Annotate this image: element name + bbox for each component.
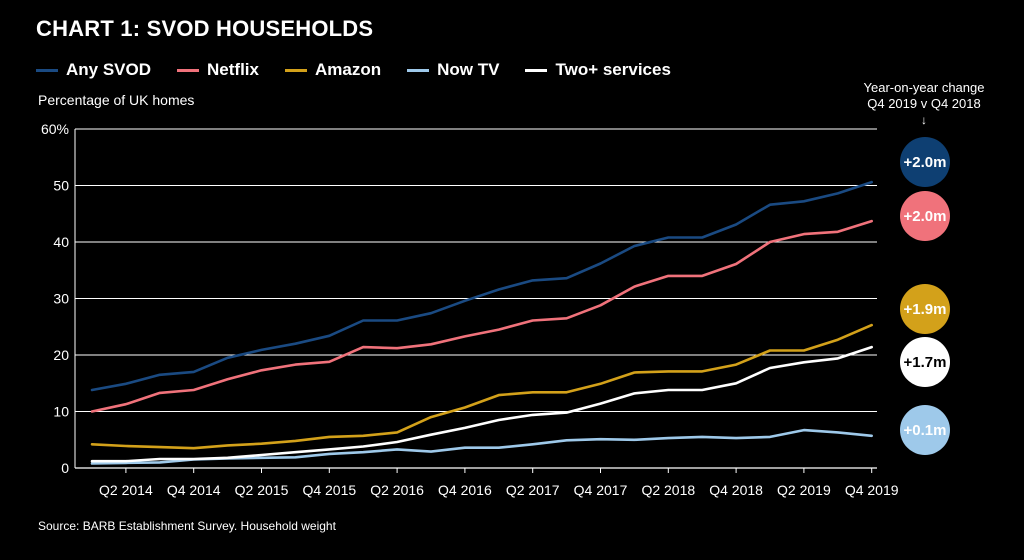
x-tick-label: Q2 2019 — [777, 482, 831, 498]
x-tick-label: Q4 2016 — [438, 482, 492, 498]
x-tick-label: Q4 2014 — [167, 482, 221, 498]
yoy-bubble: +2.0m — [900, 137, 950, 187]
yoy-bubble: +1.7m — [900, 337, 950, 387]
legend-label: Two+ services — [555, 60, 671, 79]
legend-swatch — [525, 68, 548, 72]
yoy-bubble: +0.1m — [900, 405, 950, 455]
legend-item: Two+ services — [525, 60, 671, 80]
legend-item: Now TV — [407, 60, 499, 80]
series-line-any-svod — [90, 180, 874, 392]
x-tick-label: Q2 2018 — [641, 482, 695, 498]
series-line-two-services — [90, 345, 874, 463]
yoy-bubble: +2.0m — [900, 191, 950, 241]
x-tick-label: Q2 2015 — [235, 482, 289, 498]
x-tick-label: Q2 2014 — [99, 482, 153, 498]
chart-title: CHART 1: SVOD HOUSEHOLDS — [36, 16, 374, 41]
legend-item: Amazon — [285, 60, 381, 80]
legend: Any SVOD Netflix Amazon Now TV Two+ services — [36, 60, 697, 80]
legend-label: Netflix — [207, 60, 259, 79]
yoy-header: Year-on-year change Q4 2019 v Q4 2018 — [843, 80, 1005, 112]
x-tick-label: Q4 2018 — [709, 482, 763, 498]
source-note: Source: BARB Establishment Survey. House… — [38, 519, 336, 533]
legend-swatch — [407, 68, 430, 72]
yoy-header-line2: Q4 2019 v Q4 2018 — [867, 96, 981, 111]
y-tick-label: 0 — [61, 460, 69, 476]
down-arrow-icon: ↓ — [921, 113, 927, 127]
yoy-bubble: +1.9m — [900, 284, 950, 334]
yoy-header-line1: Year-on-year change — [863, 80, 985, 95]
legend-item: Netflix — [177, 60, 259, 80]
legend-label: Any SVOD — [66, 60, 152, 79]
legend-swatch — [285, 68, 307, 72]
series-line-netflix — [90, 219, 874, 413]
y-tick-label: 40 — [53, 234, 69, 250]
legend-swatch — [36, 68, 58, 72]
x-tick-label: Q4 2019 — [845, 482, 899, 498]
y-axis-label: Percentage of UK homes — [38, 92, 195, 108]
y-tick-label: 50 — [53, 178, 69, 194]
y-tick-label: 30 — [53, 291, 69, 307]
legend-item: Any SVOD — [36, 60, 151, 80]
x-tick-label: Q4 2017 — [574, 482, 628, 498]
series-line-amazon — [90, 323, 874, 450]
legend-label: Amazon — [315, 60, 382, 79]
y-tick-label: 10 — [53, 404, 69, 420]
y-tick-label: 60% — [41, 121, 69, 137]
legend-swatch — [177, 68, 200, 72]
x-tick-label: Q2 2016 — [370, 482, 424, 498]
x-tick-label: Q4 2015 — [302, 482, 356, 498]
legend-label: Now TV — [437, 60, 500, 79]
x-tick-label: Q2 2017 — [506, 482, 560, 498]
y-tick-label: 20 — [53, 347, 69, 363]
